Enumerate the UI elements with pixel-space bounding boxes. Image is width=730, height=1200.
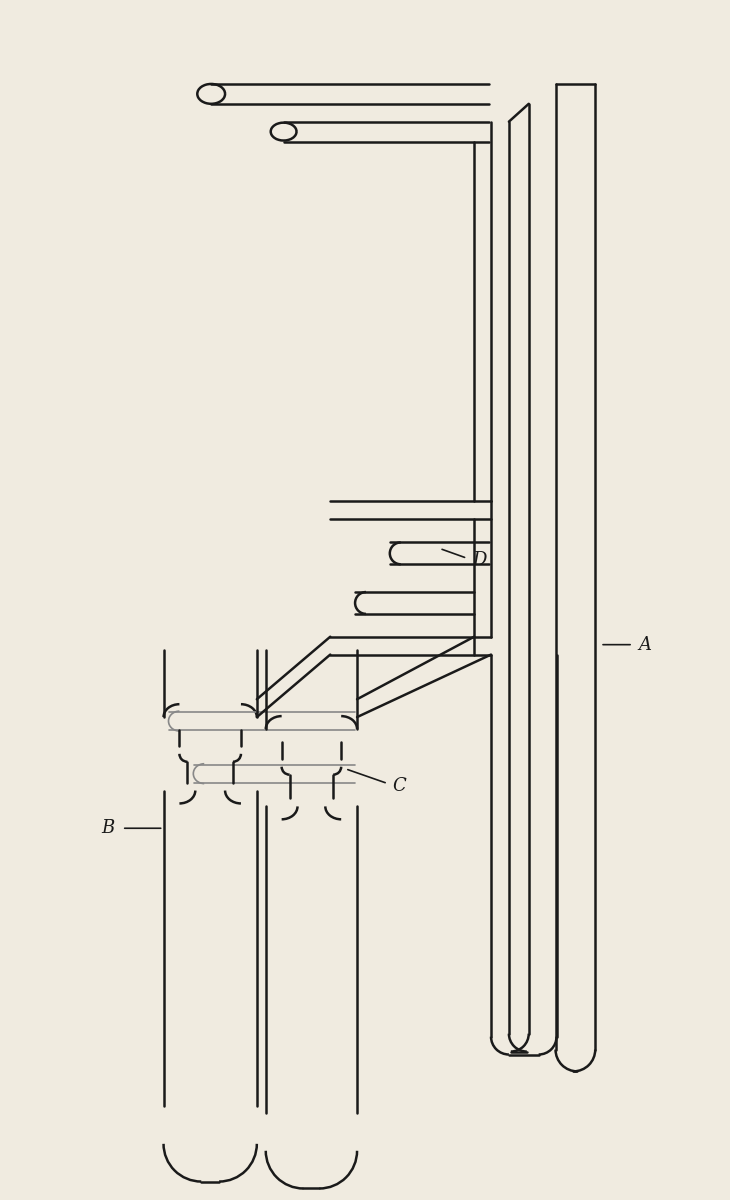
Text: D: D <box>472 551 487 569</box>
Text: B: B <box>101 820 115 838</box>
Text: C: C <box>393 776 407 794</box>
Text: A: A <box>638 636 651 654</box>
